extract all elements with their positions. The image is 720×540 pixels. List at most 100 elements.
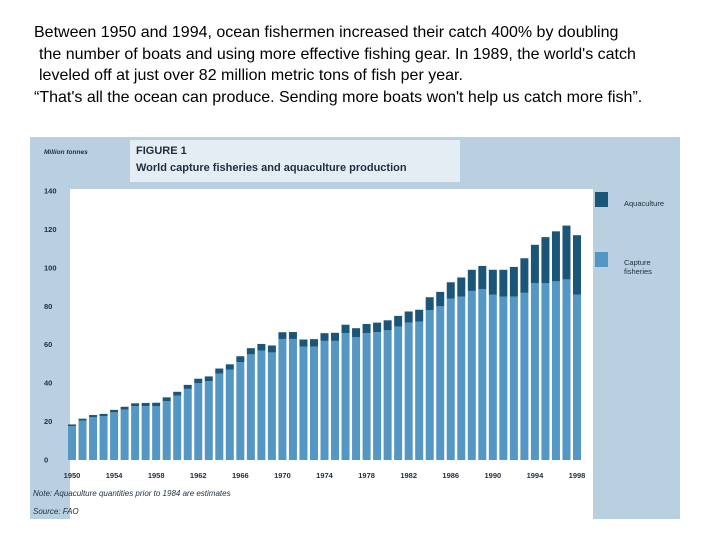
bar-capture-1993	[520, 292, 529, 460]
y-tick-label: 0	[44, 456, 48, 465]
bar-capture-1955	[120, 409, 129, 460]
bar-aquaculture-1976	[341, 324, 350, 334]
bar-capture-1957	[141, 406, 150, 460]
legend: Aquaculture Capture fisheries	[595, 192, 664, 276]
bar-capture-1990	[488, 294, 497, 460]
bars	[68, 225, 581, 460]
x-tick-label: 1978	[358, 471, 375, 480]
bar-aquaculture-1988	[467, 269, 476, 291]
figure-left-band	[30, 137, 70, 519]
bar-aquaculture-1970	[278, 332, 287, 339]
y-tick-label: 60	[44, 340, 52, 349]
bar-capture-1988	[467, 290, 476, 460]
bar-capture-1961	[183, 388, 192, 460]
bar-aquaculture-1977	[352, 328, 361, 338]
x-tick-label: 1958	[148, 471, 165, 480]
bar-capture-1984	[425, 310, 434, 460]
bar-aquaculture-1998	[573, 235, 581, 295]
bar-aquaculture-1974	[320, 333, 329, 341]
bar-capture-1978	[362, 333, 371, 460]
bar-aquaculture-1975	[331, 332, 340, 341]
bar-capture-1997	[562, 279, 571, 460]
figure-source: Source: FAO	[33, 507, 79, 516]
bar-capture-1969	[267, 352, 276, 460]
bar-aquaculture-1979	[373, 322, 382, 333]
x-tick-label: 1986	[442, 471, 459, 480]
bar-capture-1972	[299, 346, 308, 460]
figure-note: Note: Aquaculture quantities prior to 19…	[33, 489, 231, 498]
y-tick-label: 120	[44, 225, 57, 234]
bar-capture-1962	[194, 383, 203, 460]
bar-aquaculture-1982	[404, 311, 413, 323]
bar-aquaculture-1962	[194, 378, 203, 384]
bar-aquaculture-1989	[478, 265, 487, 289]
units-label: Million tonnes	[44, 149, 88, 156]
bar-capture-1987	[457, 296, 466, 460]
bar-capture-1964	[215, 373, 224, 460]
figure-title-box	[130, 140, 460, 182]
bar-aquaculture-1951	[78, 418, 87, 421]
x-tick-label: 1962	[190, 471, 207, 480]
legend-label-capture: Capture fisheries	[624, 258, 652, 276]
bar-aquaculture-1952	[89, 415, 98, 418]
x-tick-label: 1994	[527, 471, 545, 480]
bar-aquaculture-1995	[541, 237, 550, 284]
figure-title: World capture fisheries and aquaculture …	[136, 162, 407, 174]
bar-capture-1982	[404, 322, 413, 460]
y-axis: 0 20 40 60 80 100 120 140	[44, 187, 57, 465]
bar-capture-1975	[331, 340, 340, 460]
legend-label-aquaculture: Aquaculture	[624, 199, 664, 208]
bar-capture-1989	[478, 288, 487, 460]
bar-capture-1973	[309, 346, 318, 460]
bar-aquaculture-1969	[267, 345, 276, 353]
bar-aquaculture-1973	[309, 339, 318, 347]
bar-capture-1954	[110, 412, 119, 460]
bar-capture-1960	[173, 395, 182, 460]
x-axis: 1950 1954 1958 1962 1966 1970 1974 1978 1982 1986…	[64, 471, 586, 480]
bar-aquaculture-1954	[110, 409, 119, 413]
bar-aquaculture-1990	[488, 269, 497, 295]
caption-line-4: “That's all the ocean can produce. Sendi…	[34, 88, 643, 106]
x-tick-label: 1950	[64, 471, 81, 480]
bar-aquaculture-1956	[131, 403, 140, 407]
bar-capture-1968	[257, 350, 266, 460]
bar-aquaculture-1984	[425, 297, 434, 311]
bar-aquaculture-1967	[246, 348, 255, 355]
bar-capture-1963	[204, 381, 213, 460]
bar-capture-1977	[352, 337, 361, 460]
bar-aquaculture-1971	[288, 332, 297, 339]
bar-aquaculture-1966	[236, 356, 245, 363]
bar-capture-1995	[541, 283, 550, 460]
bar-capture-1965	[225, 369, 234, 460]
figure-label: FIGURE 1	[136, 145, 187, 157]
x-tick-label: 1954	[106, 471, 124, 480]
bar-capture-1981	[394, 326, 403, 460]
legend-swatch-capture	[595, 252, 608, 267]
bar-capture-1958	[152, 406, 161, 460]
bar-capture-1952	[89, 417, 98, 460]
bar-aquaculture-1968	[257, 343, 266, 351]
bar-aquaculture-1994	[530, 244, 539, 284]
bar-capture-1996	[551, 281, 560, 460]
legend-swatch-aquaculture	[595, 192, 608, 207]
bar-aquaculture-1958	[152, 402, 161, 407]
bar-aquaculture-1993	[520, 258, 529, 293]
bar-capture-1970	[278, 338, 287, 460]
bar-aquaculture-1961	[183, 384, 192, 389]
bar-aquaculture-1957	[141, 402, 150, 407]
y-tick-label: 40	[44, 379, 52, 388]
bar-aquaculture-1985	[436, 291, 445, 307]
y-tick-label: 80	[44, 302, 52, 311]
bar-capture-1950	[68, 425, 76, 460]
bar-aquaculture-1953	[99, 413, 108, 417]
bar-capture-1953	[99, 416, 108, 460]
bar-capture-1992	[509, 296, 518, 460]
bar-aquaculture-1965	[225, 364, 234, 370]
bar-aquaculture-1959	[162, 397, 171, 402]
caption-line-2: the number of boats and using more effec…	[39, 45, 636, 63]
x-tick-label: 1998	[569, 471, 586, 480]
bar-capture-1966	[236, 362, 245, 460]
x-tick-label: 1970	[274, 471, 291, 480]
bar-capture-1974	[320, 340, 329, 460]
bar-capture-1986	[446, 298, 455, 460]
